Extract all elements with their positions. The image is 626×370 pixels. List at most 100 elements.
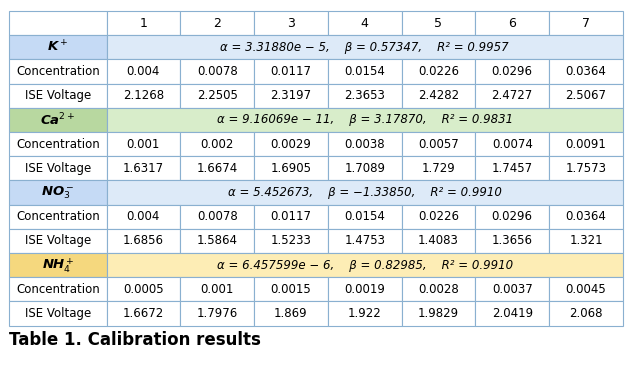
Bar [106,181,623,205]
Bar [106,35,623,60]
Bar [549,302,623,326]
Bar [475,277,549,302]
Text: 0.0154: 0.0154 [344,65,385,78]
Text: 0.0364: 0.0364 [565,65,607,78]
Bar [106,60,180,84]
Text: ISE Voltage: ISE Voltage [25,89,91,102]
Bar [475,60,549,84]
Text: 5: 5 [434,17,443,30]
Bar [254,302,328,326]
Bar [549,132,623,156]
Bar [549,277,623,302]
Text: 0.0074: 0.0074 [492,138,533,151]
Bar [9,277,106,302]
Bar [475,229,549,253]
Text: 0.0037: 0.0037 [492,283,533,296]
Bar [9,11,106,35]
Bar [549,11,623,35]
Bar [549,205,623,229]
Bar [401,11,475,35]
Text: 0.0057: 0.0057 [418,138,459,151]
Text: 0.0005: 0.0005 [123,283,164,296]
Bar [9,205,106,229]
Bar [180,229,254,253]
Text: 1.321: 1.321 [569,235,603,248]
Text: 1.7457: 1.7457 [491,162,533,175]
Text: 2: 2 [213,17,221,30]
Bar [106,302,180,326]
Text: 0.0015: 0.0015 [270,283,311,296]
Text: 1.5233: 1.5233 [270,235,311,248]
Bar [180,84,254,108]
Bar [254,60,328,84]
Bar [328,205,401,229]
Bar [254,205,328,229]
Text: α = 9.16069e − 11,    β = 3.17870,    R² = 0.9831: α = 9.16069e − 11, β = 3.17870, R² = 0.9… [217,114,513,127]
Bar [475,156,549,181]
Text: 0.0019: 0.0019 [344,283,385,296]
Text: 0.001: 0.001 [200,283,234,296]
Text: 1.7573: 1.7573 [565,162,607,175]
Bar [328,132,401,156]
Bar [180,277,254,302]
Bar [475,11,549,35]
Bar [9,156,106,181]
Text: 0.0028: 0.0028 [418,283,459,296]
Bar [328,277,401,302]
Text: 1.6672: 1.6672 [123,307,164,320]
Text: 0.002: 0.002 [200,138,234,151]
Bar [180,132,254,156]
Bar [180,205,254,229]
Bar [180,11,254,35]
Text: 0.0226: 0.0226 [418,210,459,223]
Bar [9,108,106,132]
Bar [475,84,549,108]
Bar [328,229,401,253]
Text: 0.0226: 0.0226 [418,65,459,78]
Text: 6: 6 [508,17,516,30]
Bar [9,253,106,277]
Bar [401,302,475,326]
Text: 0.0364: 0.0364 [565,210,607,223]
Text: 2.4727: 2.4727 [491,89,533,102]
Text: 1.6317: 1.6317 [123,162,164,175]
Bar [254,11,328,35]
Text: 0.004: 0.004 [126,65,160,78]
Text: 4: 4 [361,17,369,30]
Text: 2.3653: 2.3653 [344,89,385,102]
Bar [106,84,180,108]
Text: Table 1. Calibration results: Table 1. Calibration results [9,331,261,349]
Text: 0.0078: 0.0078 [197,210,237,223]
Bar [254,84,328,108]
Text: ISE Voltage: ISE Voltage [25,307,91,320]
Text: ISE Voltage: ISE Voltage [25,162,91,175]
Bar [9,132,106,156]
Text: 0.0154: 0.0154 [344,210,385,223]
Bar [106,277,180,302]
Text: 0.0045: 0.0045 [566,283,607,296]
Bar [106,205,180,229]
Bar [106,11,180,35]
Bar [9,84,106,108]
Text: 3: 3 [287,17,295,30]
Text: 1: 1 [140,17,147,30]
Text: 1.3656: 1.3656 [491,235,533,248]
Bar [9,181,106,205]
Text: 2.2505: 2.2505 [197,89,238,102]
Text: 1.869: 1.869 [274,307,308,320]
Text: NO$_3^-$: NO$_3^-$ [41,184,74,201]
Text: 0.004: 0.004 [126,210,160,223]
Bar [401,60,475,84]
Text: α = 6.457599e − 6,    β = 0.82985,    R² = 0.9910: α = 6.457599e − 6, β = 0.82985, R² = 0.9… [217,259,513,272]
Bar [401,84,475,108]
Bar [401,229,475,253]
Text: K$^+$: K$^+$ [48,40,68,55]
Bar [106,132,180,156]
Bar [328,156,401,181]
Bar [106,156,180,181]
Bar [9,302,106,326]
Bar [401,156,475,181]
Text: 1.6674: 1.6674 [197,162,238,175]
Text: 2.0419: 2.0419 [491,307,533,320]
Text: 0.0029: 0.0029 [270,138,311,151]
